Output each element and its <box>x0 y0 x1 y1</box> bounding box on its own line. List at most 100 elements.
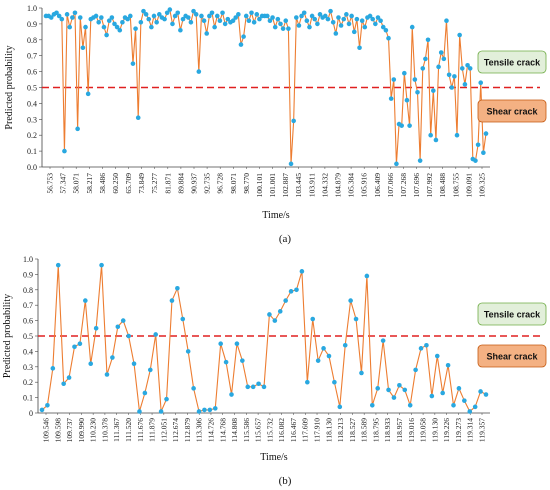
x-tick-label: 114.768 <box>218 418 227 442</box>
data-point <box>147 367 153 373</box>
data-point <box>423 56 428 62</box>
data-point <box>83 24 88 30</box>
y-tick-label: 0.1 <box>23 394 33 403</box>
data-point <box>399 123 404 128</box>
data-point <box>241 34 246 39</box>
data-point <box>417 158 423 163</box>
data-point <box>188 20 194 25</box>
data-point <box>246 18 252 24</box>
data-point <box>407 123 412 128</box>
data-point <box>275 16 281 22</box>
x-tick-label: 60.250 <box>111 173 120 194</box>
x-tick-label: 114.726 <box>206 418 215 442</box>
series-line <box>41 265 487 413</box>
data-point <box>325 16 331 22</box>
data-point <box>291 118 296 124</box>
x-tick-label: 73.849 <box>137 173 146 194</box>
data-point <box>115 324 121 330</box>
data-point <box>164 10 170 16</box>
data-point <box>326 353 332 359</box>
tensile-crack-label-text: Tensile crack <box>484 58 541 68</box>
x-tick-label: 119.357 <box>478 418 487 442</box>
y-tick-label: 0.1 <box>27 147 37 156</box>
data-point <box>359 370 364 376</box>
x-tick-label: 119.130 <box>430 418 439 442</box>
tensile-crack-label-text: Tensile crack <box>484 310 541 320</box>
data-point <box>39 407 45 413</box>
shear-crack-label: Shear crack <box>477 99 547 123</box>
x-tick-label: 109.990 <box>77 418 86 443</box>
data-point <box>270 15 275 20</box>
data-point <box>459 66 465 71</box>
y-tick-label: 0.2 <box>27 131 37 140</box>
data-point <box>402 387 408 393</box>
data-point <box>462 398 467 403</box>
data-point <box>288 289 294 294</box>
x-axis-title: Time/s <box>262 210 290 221</box>
data-point <box>370 16 376 22</box>
data-point <box>288 161 294 167</box>
x-tick-label: 118.933 <box>383 418 392 442</box>
data-point <box>72 10 78 16</box>
data-point <box>478 389 483 394</box>
data-point <box>391 395 397 400</box>
x-tick-label: 116.467 <box>289 418 298 442</box>
data-point <box>214 13 220 19</box>
data-point <box>478 80 484 86</box>
data-point <box>321 346 326 351</box>
data-point <box>138 20 144 25</box>
data-point <box>272 318 278 323</box>
data-point <box>454 132 460 138</box>
data-point <box>204 31 210 36</box>
data-point <box>146 16 152 22</box>
data-point <box>307 24 312 30</box>
x-tick-label: 81.871 <box>163 173 172 194</box>
x-tick-label: 107.268 <box>399 173 408 198</box>
data-point <box>101 24 107 30</box>
x-tick-label: 119.273 <box>454 418 463 442</box>
data-point <box>330 20 336 25</box>
data-point <box>236 12 241 17</box>
x-tick-label: 111.879 <box>148 418 157 442</box>
x-tick-label: 112.674 <box>171 418 180 442</box>
data-point <box>342 342 348 348</box>
shear-crack-label: Shear crack <box>477 344 547 368</box>
x-tick-label: 118.213 <box>336 418 345 442</box>
data-point <box>420 66 426 71</box>
data-point <box>251 20 257 25</box>
data-point <box>424 342 429 348</box>
data-point <box>67 24 73 30</box>
x-tick-label: 109.546 <box>42 418 51 443</box>
y-tick-label: 0.9 <box>27 20 37 29</box>
data-point <box>440 390 445 396</box>
data-point <box>293 15 299 20</box>
data-point <box>59 16 65 22</box>
data-point <box>250 384 256 390</box>
data-point <box>117 27 123 33</box>
x-tick-label: 115.657 <box>254 418 263 442</box>
data-point <box>309 13 315 19</box>
data-point <box>48 15 54 20</box>
data-point <box>64 12 70 17</box>
x-tick-label: 114.808 <box>230 418 239 442</box>
y-tick-label: 0.7 <box>27 52 37 61</box>
data-point <box>66 375 72 380</box>
data-point <box>109 15 115 20</box>
x-tick-label: 118.589 <box>360 418 369 442</box>
x-tick-label: 118.527 <box>348 418 357 442</box>
x-tick-label: 112.879 <box>183 418 192 442</box>
data-point <box>322 13 328 19</box>
data-point <box>93 13 99 19</box>
data-point <box>283 298 288 303</box>
data-point <box>346 21 352 27</box>
data-point <box>104 32 109 38</box>
data-point <box>131 361 137 367</box>
y-tick-label: 1.0 <box>27 4 37 13</box>
x-axis-title: Time/s <box>260 452 288 463</box>
data-point <box>233 15 239 20</box>
data-point <box>473 158 478 163</box>
data-point <box>359 18 365 24</box>
data-point <box>191 386 196 391</box>
data-point <box>153 332 159 337</box>
panel-label: (a) <box>279 233 292 245</box>
